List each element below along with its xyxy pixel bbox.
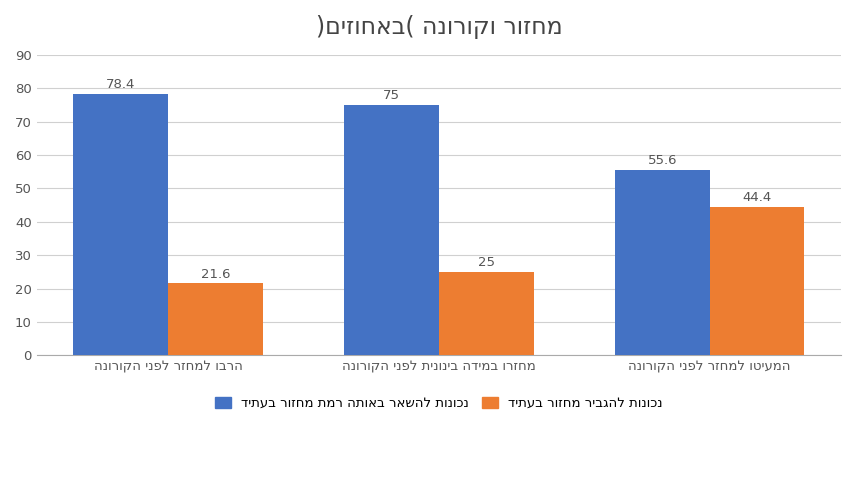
Bar (615, 170, 710, 356)
Bar (344, 105, 439, 356)
Text: 75: 75 (383, 89, 400, 102)
Title: )םיזוחאב( הנורוקו רוזחמ: )םיזוחאב( הנורוקו רוזחמ (316, 15, 562, 39)
Legend: דיתעב רוזחמ תמר התואב ראשהל תונוכנ, דיתעב רוזחמ ריבגהל תונוכנ: דיתעב רוזחמ תמר התואב ראשהל תונוכנ, דיתע… (210, 391, 669, 415)
Text: 44.4: 44.4 (742, 191, 771, 205)
Bar (710, 207, 805, 356)
Text: 78.4: 78.4 (106, 78, 135, 91)
Text: 25: 25 (478, 256, 495, 269)
Text: 55.6: 55.6 (647, 154, 677, 167)
Text: 21.6: 21.6 (200, 267, 230, 280)
Bar (168, 283, 263, 356)
Bar (74, 94, 168, 356)
Bar (439, 272, 533, 356)
